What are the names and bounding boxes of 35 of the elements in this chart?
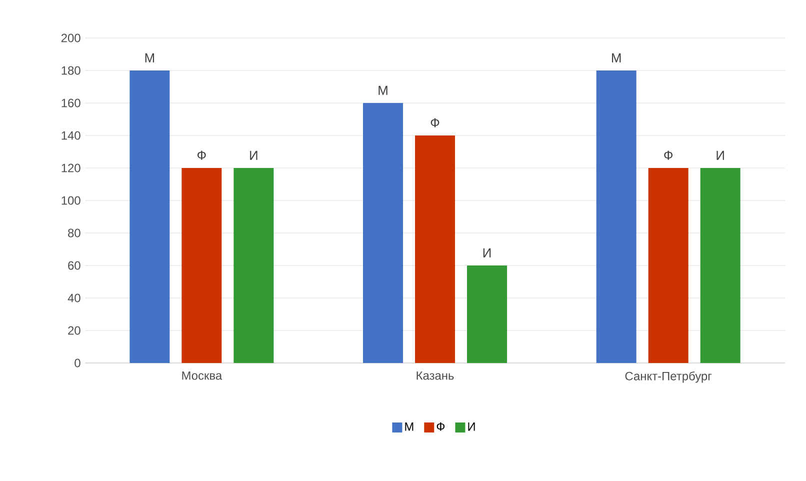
- legend-label: М: [405, 422, 414, 431]
- text: И: [250, 150, 258, 160]
- bar: [596, 70, 636, 363]
- bar: [467, 266, 508, 363]
- text: И: [716, 150, 724, 160]
- x-tick-label: Москва: [182, 371, 222, 380]
- bar: [648, 168, 688, 363]
- y-tick-label: 100: [62, 196, 80, 205]
- text: Ф: [197, 150, 206, 160]
- y-tick-label: 60: [68, 261, 80, 270]
- y-tick-label: 200: [61, 34, 80, 42]
- bar: [363, 102, 404, 363]
- legend-label: И: [468, 422, 475, 431]
- bar: [130, 70, 170, 363]
- text: Ф: [430, 118, 440, 128]
- bar: [234, 168, 274, 363]
- bar: [700, 168, 740, 363]
- legend-label: Ф: [436, 422, 445, 431]
- text: М: [612, 53, 621, 62]
- y-tick-label: 20: [68, 326, 80, 335]
- y-tick-label: 40: [68, 294, 80, 302]
- bar: [182, 168, 222, 363]
- text: М: [145, 53, 154, 62]
- y-tick-label: 80: [68, 228, 80, 238]
- x-tick-label: Казань: [416, 371, 454, 380]
- text: И: [483, 248, 491, 258]
- y-tick-label: 120: [62, 164, 80, 172]
- y-tick-label: 160: [62, 98, 80, 108]
- y-tick-label: 180: [62, 66, 80, 75]
- y-tick-label: 0: [74, 358, 80, 368]
- bar: [415, 135, 456, 363]
- text: Ф: [664, 150, 673, 160]
- x-tick-label: Санкт-Петрбург: [625, 371, 712, 383]
- text: М: [378, 86, 388, 95]
- y-tick-label: 140: [62, 131, 80, 140]
